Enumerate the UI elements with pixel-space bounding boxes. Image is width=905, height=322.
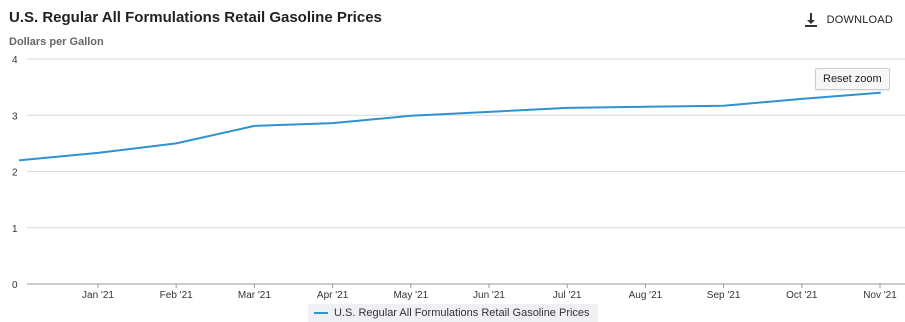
x-tick-label: Jun '21 (473, 290, 505, 301)
x-tick-label: Nov '21 (863, 290, 897, 301)
reset-zoom-button[interactable]: Reset zoom (815, 68, 890, 90)
chart-legend[interactable]: U.S. Regular All Formulations Retail Gas… (308, 304, 598, 322)
x-tick-label: Aug '21 (629, 290, 663, 301)
x-tick-label: Mar '21 (238, 290, 271, 301)
x-tick-label: Apr '21 (317, 290, 349, 301)
x-tick-label: Jan '21 (82, 290, 114, 301)
y-tick-label: 0 (12, 280, 18, 291)
y-tick-label: 3 (12, 111, 18, 122)
y-tick-label: 2 (12, 168, 18, 179)
chart-subtitle: Dollars per Gallon (9, 36, 104, 48)
x-tick-label: Jul '21 (553, 290, 582, 301)
x-tick-label: Sep '21 (707, 290, 741, 301)
legend-swatch (314, 312, 328, 314)
chart-title: U.S. Regular All Formulations Retail Gas… (9, 9, 382, 26)
x-tick-label: Oct '21 (786, 290, 818, 301)
download-button[interactable]: DOWNLOAD (803, 12, 893, 28)
series-line (18, 91, 881, 162)
y-tick-label: 4 (12, 55, 18, 66)
x-tick-label: May '21 (393, 290, 428, 301)
x-tick-label: Feb '21 (160, 290, 193, 301)
download-icon (804, 13, 817, 27)
download-label: DOWNLOAD (826, 14, 893, 26)
legend-label: U.S. Regular All Formulations Retail Gas… (334, 307, 590, 319)
y-tick-label: 1 (12, 224, 18, 235)
